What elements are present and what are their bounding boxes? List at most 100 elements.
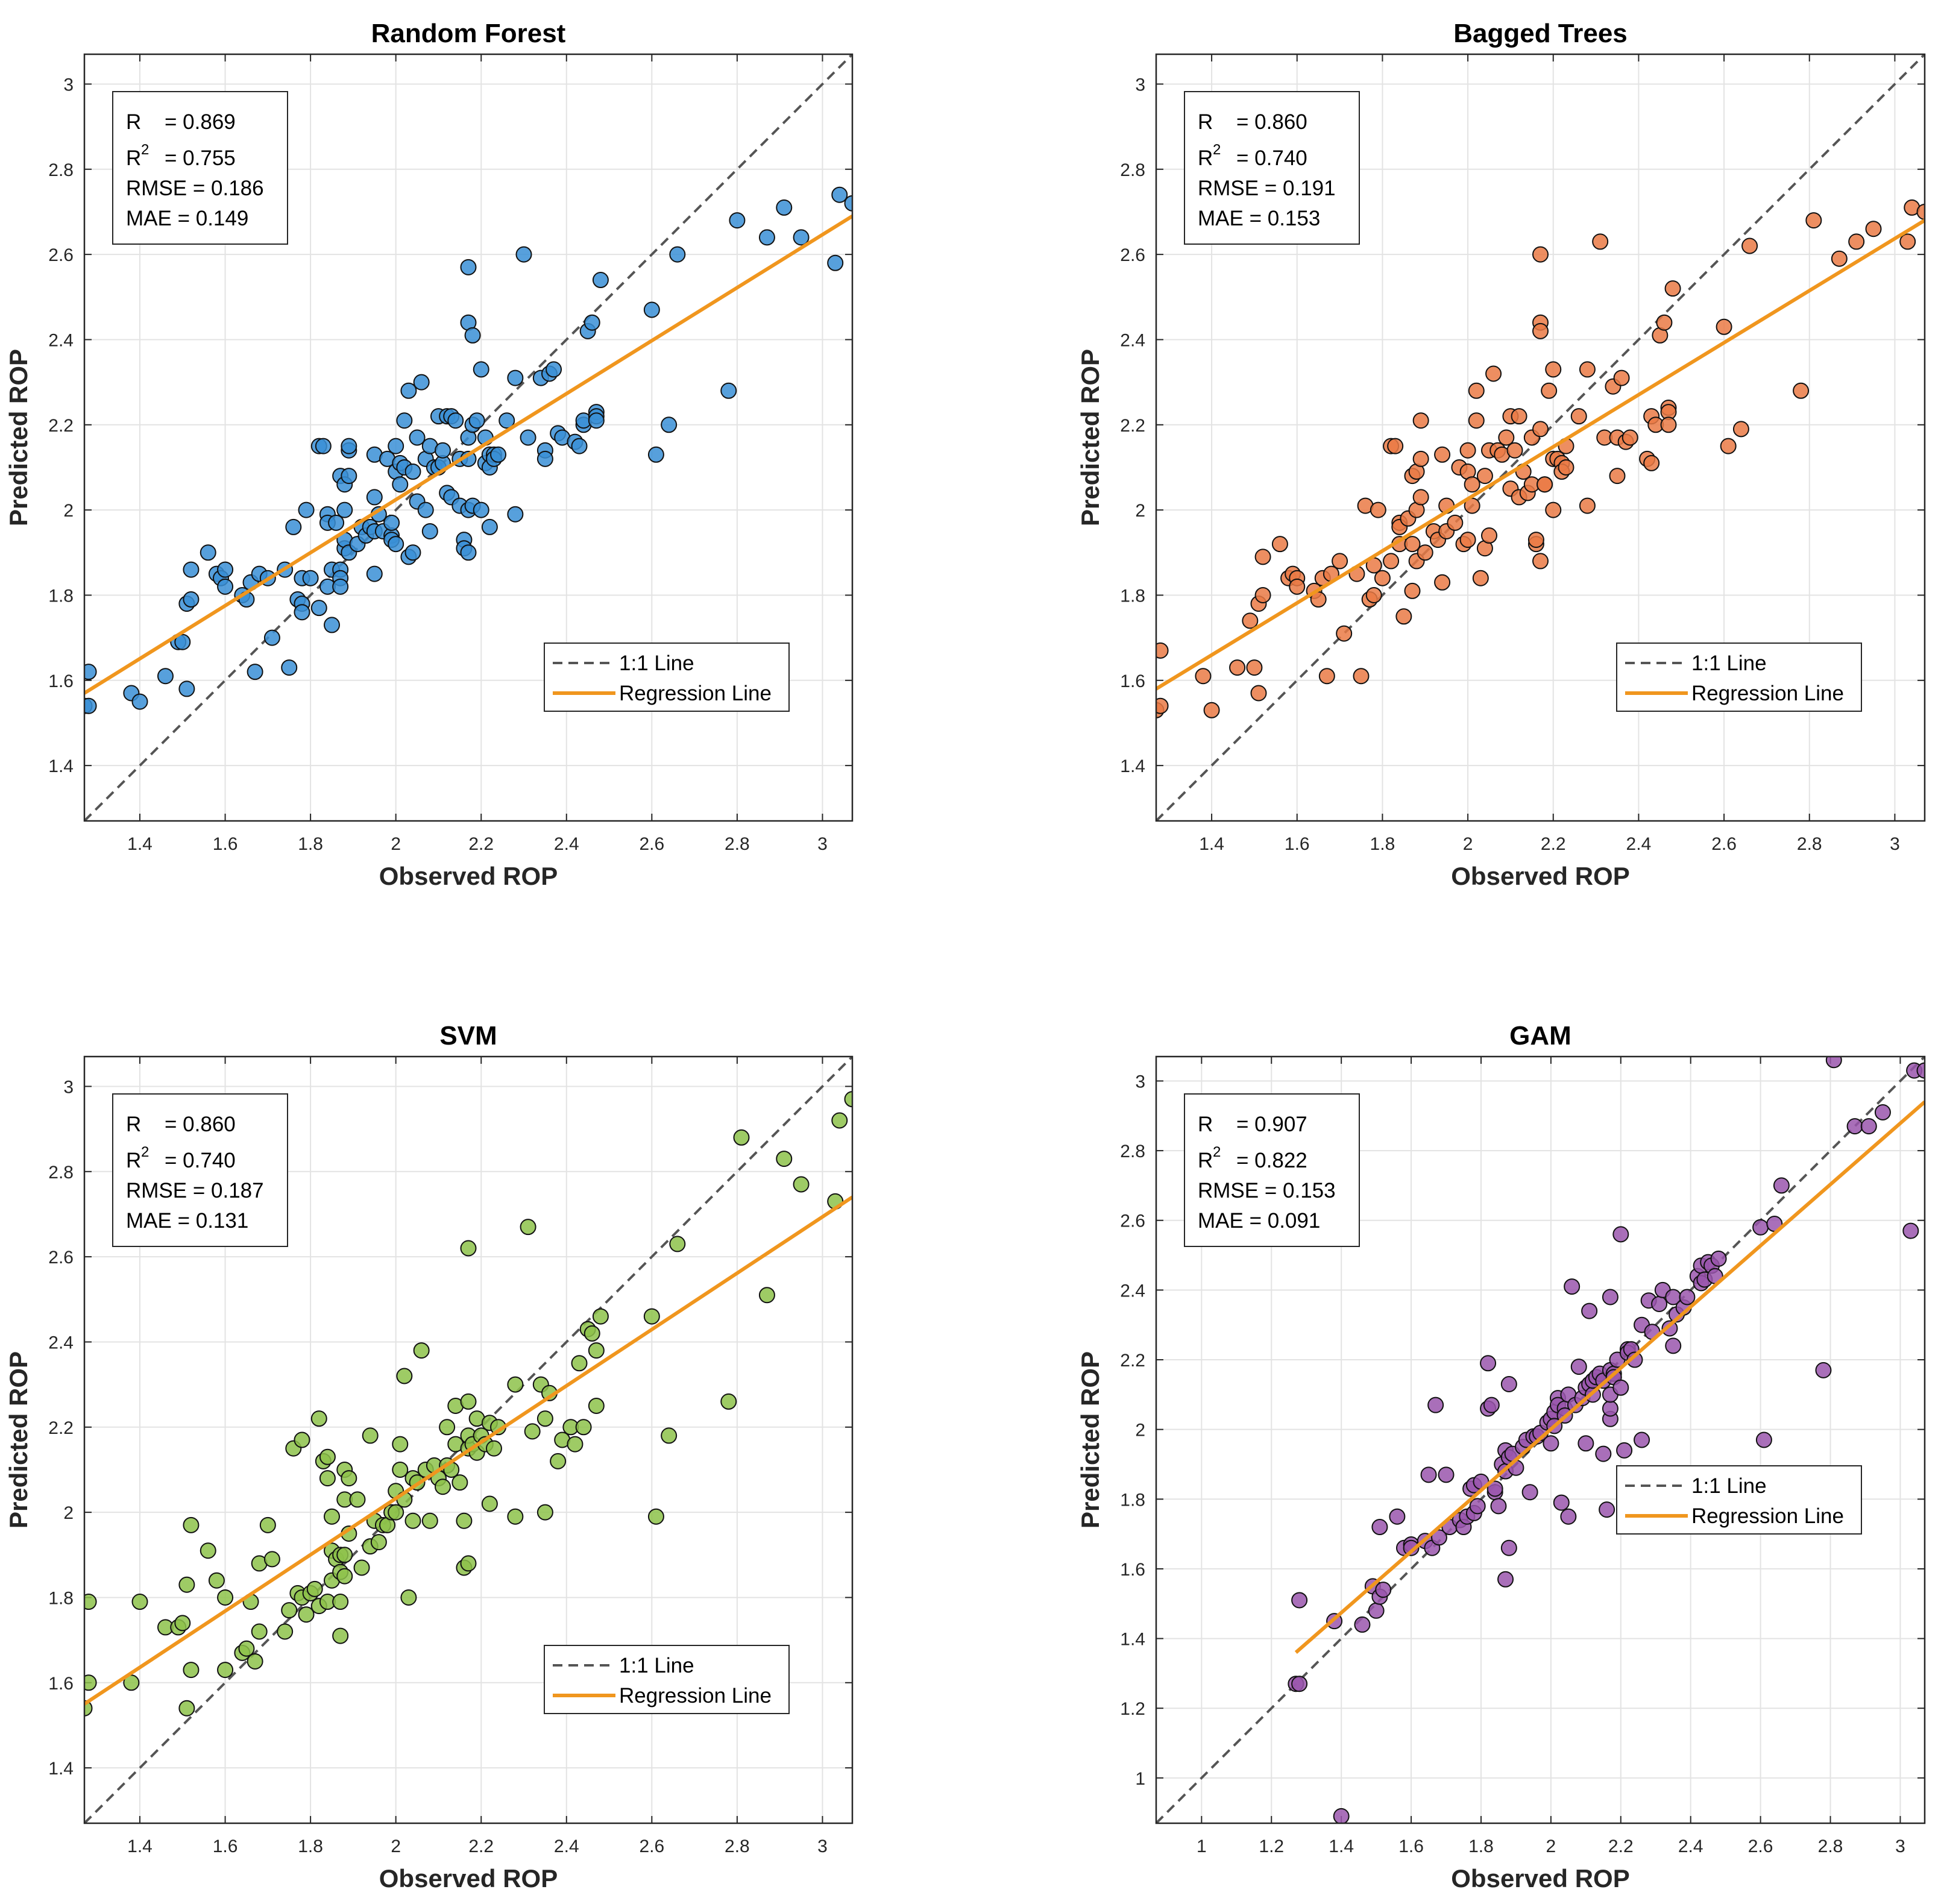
chart-svm-point <box>259 1516 276 1533</box>
chart-gam-y-axis-label: Predicted ROP <box>1076 1351 1104 1529</box>
chart-gam-point <box>1616 1442 1633 1459</box>
chart-rf-point <box>417 501 434 518</box>
chart-rf-point <box>409 429 426 446</box>
chart-svm-axes-frame <box>83 1055 854 1824</box>
chart-bt-point <box>1195 668 1212 685</box>
chart-gam-stat-r2-label: R <box>1198 1149 1213 1172</box>
chart-bt-legend-one-to-one-label: 1:1 Line <box>1691 652 1767 675</box>
chart-bt-point <box>1613 369 1630 386</box>
chart-svm-x-tick-label: 2.4 <box>554 1836 579 1856</box>
chart-gam-x-axis-label: Observed ROP <box>1451 1864 1629 1893</box>
chart-rf-x-tick-label: 2 <box>391 834 401 854</box>
chart-bt-y-tick-label: 1.6 <box>1120 671 1145 691</box>
chart-bt-stats-box <box>1184 91 1360 245</box>
chart-svm-stat-r-label: R <box>126 1113 141 1136</box>
chart-svm-x-tick-label: 1.8 <box>298 1836 323 1856</box>
chart-svm-point <box>435 1478 451 1495</box>
chart-svm-point <box>281 1602 298 1619</box>
chart-bt-y-tick-label: 2.6 <box>1120 245 1145 265</box>
chart-svm-point <box>661 1427 678 1444</box>
chart-rf-x-tick-label: 2.4 <box>554 834 579 854</box>
chart-rf-point <box>588 412 605 429</box>
chart-rf-point <box>720 382 737 399</box>
chart-bt-point <box>1656 314 1673 331</box>
chart-bt-point <box>1498 429 1515 446</box>
chart-svm-x-tick-label: 2.6 <box>639 1836 664 1856</box>
chart-bt-x-tick-label: 2.2 <box>1541 834 1566 854</box>
chart-svm-point <box>332 1594 349 1610</box>
chart-bt-point <box>1537 476 1553 493</box>
chart-svm-x-axis-label: Observed ROP <box>379 1864 558 1893</box>
chart-gam-point <box>1612 1379 1629 1396</box>
chart-svm-point <box>844 1091 852 1108</box>
chart-svm-point <box>733 1129 750 1146</box>
chart-rf-point <box>217 561 234 578</box>
chart-rf-point <box>392 476 409 493</box>
chart-svm-x-tick-label: 2.8 <box>725 1836 750 1856</box>
chart-bt-x-tick-label: 1.6 <box>1285 834 1310 854</box>
chart-gam-y-tick-label: 2.2 <box>1120 1351 1145 1371</box>
chart-svm-point <box>362 1427 379 1444</box>
chart-bt-point <box>1459 442 1476 459</box>
chart-gam-stat-r2-superscript: 2 <box>1213 1144 1221 1160</box>
chart-svm-point <box>520 1219 536 1236</box>
chart-rf-point <box>84 697 97 714</box>
chart-svm-legend-regression-label: Regression Line <box>619 1684 772 1708</box>
chart-rf-point <box>473 501 489 518</box>
chart-svm-point <box>669 1236 686 1252</box>
chart-gam-point <box>1825 1057 1842 1069</box>
chart-gam-point <box>1570 1359 1587 1375</box>
chart-rf-x-tick-label: 1.8 <box>298 834 323 854</box>
chart-svm-stat-r-value: = 0.860 <box>165 1113 236 1136</box>
chart-svm-point <box>217 1662 234 1679</box>
chart-bt-point <box>1289 578 1306 595</box>
chart-svm-point <box>208 1572 225 1589</box>
chart-gam-point <box>1354 1616 1371 1633</box>
chart-gam-point <box>1420 1466 1437 1483</box>
chart-gam-point <box>1634 1431 1650 1448</box>
chart-gam-stat-rmse: RMSE = 0.153 <box>1198 1179 1336 1202</box>
chart-rf-point <box>174 633 191 650</box>
chart-gam-plot-area <box>1156 1057 1925 1823</box>
chart-svm-x-tick-label: 1.6 <box>213 1836 238 1856</box>
chart-svm-plot-area <box>84 1057 852 1823</box>
chart-svm-y-tick-label: 1.4 <box>48 1759 74 1779</box>
chart-rf-y-tick-label: 2.4 <box>48 330 74 350</box>
chart-bt-y-tick-label: 3 <box>1135 75 1145 95</box>
chart-rf-point <box>315 438 332 454</box>
chart-svm-point <box>263 1551 280 1568</box>
chart-rf-x-tick-label: 2.8 <box>725 834 750 854</box>
chart-gam-point <box>1333 1808 1350 1823</box>
chart-bt-point <box>1412 450 1429 467</box>
chart-gam-point <box>1602 1289 1618 1305</box>
chart-svm-x-tick-label: 3 <box>817 1836 828 1856</box>
chart-rf-point <box>447 412 464 429</box>
chart-svm-point <box>481 1495 498 1512</box>
chart-gam-stat-mae: MAE = 0.091 <box>1198 1209 1320 1233</box>
chart-svm-y-tick-label: 3 <box>63 1077 74 1097</box>
chart-svm-point <box>647 1508 664 1525</box>
chart-bt-point <box>1250 685 1267 702</box>
chart-svm-point <box>131 1594 148 1610</box>
chart-rf-point <box>183 561 200 578</box>
chart-bt-point <box>1332 553 1348 570</box>
chart-svm-point <box>178 1700 195 1717</box>
chart-svm-point <box>388 1504 404 1521</box>
chart-gam-y-tick-label: 1.6 <box>1120 1560 1145 1580</box>
chart-svm-stat-r2-label: R <box>126 1149 141 1172</box>
chart-bt-stat-r-value: = 0.860 <box>1236 110 1307 134</box>
chart-rf-y-axis-label: Predicted ROP <box>4 349 33 526</box>
chart-gam-x-tick-label: 1 <box>1197 1836 1207 1856</box>
chart-bt-point <box>1370 501 1386 518</box>
chart-gam-point <box>1860 1118 1877 1135</box>
chart-rf-point <box>324 617 341 633</box>
chart-rf-point <box>263 629 280 646</box>
chart-rf-y-tick-label: 2.6 <box>48 245 74 265</box>
chart-svm-point <box>294 1431 310 1448</box>
chart-bt-point <box>1579 361 1596 378</box>
chart-rf-stat-r2-label: R <box>126 146 141 170</box>
chart-rf-y-tick-label: 2.2 <box>48 416 74 436</box>
chart-svm-stat-mae: MAE = 0.131 <box>126 1209 248 1233</box>
chart-svm-x-tick-label: 1.4 <box>127 1836 153 1856</box>
chart-gam-x-tick-label: 1.6 <box>1398 1836 1424 1856</box>
